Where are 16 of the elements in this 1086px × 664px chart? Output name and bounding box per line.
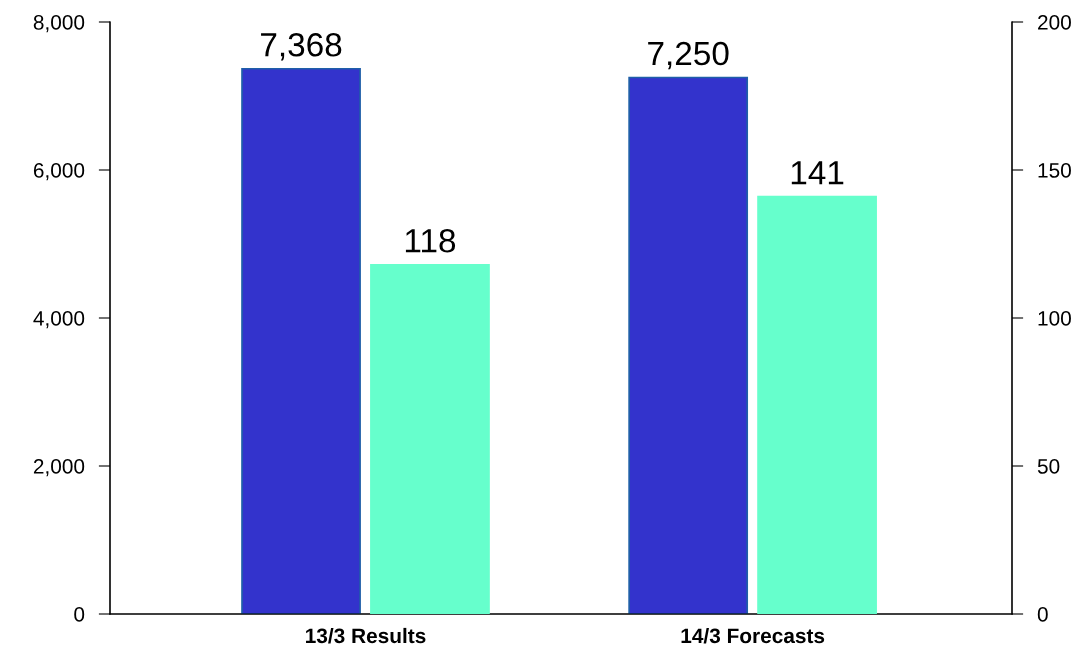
y-tick-label: 4,000 bbox=[33, 311, 85, 329]
data-label: 141 bbox=[791, 161, 844, 185]
y2-tick-label: 50 bbox=[1037, 459, 1060, 474]
y-tick-label: 6,000 bbox=[33, 163, 85, 181]
y-tick-label: 8,000 bbox=[33, 15, 85, 33]
y2-tick-label: 100 bbox=[1038, 311, 1071, 326]
y2-tick-label: 0 bbox=[1037, 607, 1048, 622]
y2-tick-label: 150 bbox=[1038, 163, 1071, 178]
x-tick-label: 13/3 Results bbox=[306, 627, 426, 644]
y2-tick-label: 200 bbox=[1038, 15, 1071, 30]
y-tick-label: 2,000 bbox=[33, 459, 85, 477]
y-tick-label: 0 bbox=[74, 607, 85, 622]
data-label: 7,250 bbox=[648, 41, 729, 70]
x-tick-label: 14/3 Forecasts bbox=[681, 627, 825, 644]
data-label: 7,368 bbox=[261, 33, 342, 61]
data-label: 118 bbox=[405, 228, 456, 253]
